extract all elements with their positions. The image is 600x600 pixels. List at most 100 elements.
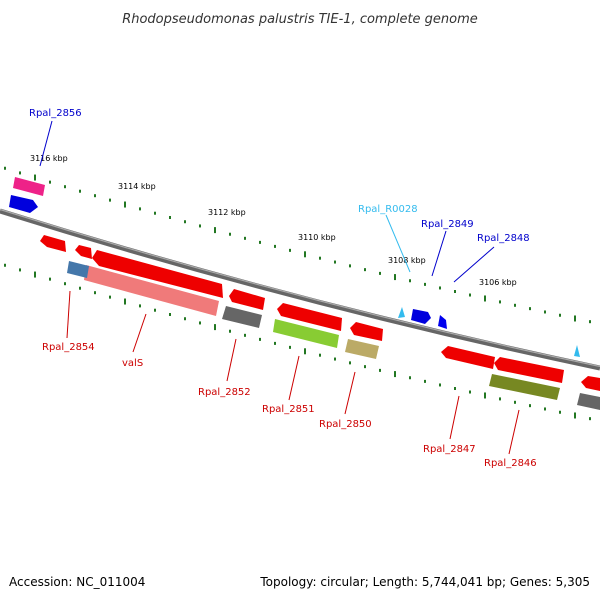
upper-tick-4 <box>64 185 66 189</box>
upper-tick-8 <box>124 201 126 208</box>
lower-tick-15 <box>229 329 231 333</box>
upper-tick-12 <box>184 220 186 224</box>
genome-summary-text: Topology: circular; Length: 5,744,041 bp… <box>259 575 590 589</box>
lower-tick-29 <box>439 383 441 387</box>
gene-magenta-upper[interactable] <box>13 177 45 196</box>
label-rpal-2856[interactable]: Rpal_2856 <box>29 108 82 119</box>
upper-tick-39 <box>589 320 591 324</box>
gene-2856-arrow[interactable] <box>9 195 38 213</box>
lower-tick-6 <box>94 291 96 295</box>
upper-tick-7 <box>109 198 111 202</box>
upper-tick-33 <box>499 300 501 304</box>
gene-2849-arrow[interactable] <box>411 309 431 324</box>
lower-tick-12 <box>184 317 186 321</box>
gene-2846-block[interactable] <box>489 374 560 400</box>
gene-2854-block[interactable] <box>67 261 89 278</box>
upper-tick-6 <box>94 194 96 198</box>
label-rpal-2849[interactable]: Rpal_2849 <box>421 219 474 230</box>
lower-tick-14 <box>214 324 216 331</box>
gene-2852-block[interactable] <box>222 306 262 328</box>
lower-tick-9 <box>139 304 141 308</box>
lower-tick-34 <box>514 400 516 404</box>
upper-tick-38 <box>574 315 576 322</box>
gene-2850-red[interactable] <box>350 322 383 341</box>
upper-tick-31 <box>469 293 471 297</box>
upper-tick-0 <box>4 166 6 170</box>
label-rpal-r0028[interactable]: Rpal_R0028 <box>358 204 418 215</box>
ruler-label-3106: 3106 kbp <box>479 278 517 287</box>
label-rpal-2851[interactable]: Rpal_2851 <box>262 404 315 415</box>
upper-tick-29 <box>439 286 441 290</box>
gene-2851-red[interactable] <box>277 303 342 331</box>
upper-tick-30 <box>454 290 456 294</box>
upper-tick-3 <box>49 180 51 184</box>
upper-tick-13 <box>199 224 201 228</box>
leader-2846 <box>508 409 520 455</box>
ruler-label-3110: 3110 kbp <box>298 233 336 242</box>
lower-tick-0 <box>4 263 6 267</box>
lower-tick-37 <box>559 410 561 414</box>
label-rpal-2848[interactable]: Rpal_2848 <box>477 233 530 244</box>
lower-tick-16 <box>244 333 246 337</box>
upper-tick-22 <box>334 260 336 264</box>
lower-tick-32 <box>484 392 486 399</box>
lower-tick-38 <box>574 412 576 419</box>
lower-tick-27 <box>409 376 411 380</box>
leader-r0028 <box>385 214 411 273</box>
accession-text: Accession: NC_011004 <box>9 575 145 589</box>
upper-tick-2 <box>34 174 36 181</box>
lower-tick-3 <box>49 277 51 281</box>
upper-tick-21 <box>319 256 321 260</box>
gene-2851-block[interactable] <box>273 319 339 348</box>
upper-tick-9 <box>139 207 141 211</box>
lower-tick-13 <box>199 321 201 325</box>
lower-tick-5 <box>79 286 81 290</box>
ruler-label-3116: 3116 kbp <box>30 154 68 163</box>
gene-vals-shadow <box>84 265 219 316</box>
gene-2852-red[interactable] <box>229 289 265 310</box>
gene-2855-block[interactable] <box>40 235 66 252</box>
lower-tick-22 <box>334 357 336 361</box>
label-vals[interactable]: valS <box>122 358 143 369</box>
upper-tick-24 <box>364 268 366 272</box>
gene-labels: Rpal_2856 Rpal_R0028 Rpal_2849 Rpal_2848… <box>29 108 537 469</box>
gene-right-edge-gray[interactable] <box>577 393 600 410</box>
label-rpal-2850[interactable]: Rpal_2850 <box>319 419 372 430</box>
lower-tick-18 <box>274 341 276 345</box>
upper-tick-32 <box>484 295 486 302</box>
label-rpal-2846[interactable]: Rpal_2846 <box>484 458 537 469</box>
upper-tick-25 <box>379 271 381 275</box>
leader-vals <box>132 313 147 353</box>
gene-right-edge-red[interactable] <box>581 376 600 391</box>
lower-tick-36 <box>544 407 546 411</box>
trna-marker-right[interactable] <box>574 345 580 357</box>
leader-2850 <box>344 371 356 415</box>
label-rpal-2852[interactable]: Rpal_2852 <box>198 387 251 398</box>
lower-tick-7 <box>109 295 111 299</box>
upper-tick-1 <box>19 171 21 175</box>
leader-2851 <box>288 355 300 401</box>
gene-vals-block[interactable] <box>92 250 223 298</box>
ruler-label-3108: 3108 kbp <box>388 256 426 265</box>
label-rpal-2854[interactable]: Rpal_2854 <box>42 342 95 353</box>
gene-2848-arrow[interactable] <box>438 315 447 329</box>
gene-2847-block[interactable] <box>441 346 495 369</box>
upper-tick-row <box>4 166 591 324</box>
gene-2850-block[interactable] <box>345 339 379 359</box>
lower-tick-30 <box>454 387 456 391</box>
upper-tick-11 <box>169 215 171 219</box>
label-rpal-2847[interactable]: Rpal_2847 <box>423 444 476 455</box>
ruler-labels: 3116 kbp 3114 kbp 3112 kbp 3110 kbp 3108… <box>30 154 517 287</box>
lower-tick-24 <box>364 365 366 369</box>
gene-2853-block[interactable] <box>75 245 92 259</box>
leader-lines <box>39 120 520 455</box>
map-title: Rhodopseudomonas palustris TIE-1, comple… <box>122 12 478 27</box>
gene-2846-red[interactable] <box>494 357 564 383</box>
lower-tick-21 <box>319 353 321 357</box>
trna-r0028-marker[interactable] <box>398 307 405 318</box>
lower-tick-19 <box>289 345 291 349</box>
upper-tick-37 <box>559 313 561 317</box>
lower-tick-26 <box>394 371 396 378</box>
lower-tick-39 <box>589 417 591 421</box>
